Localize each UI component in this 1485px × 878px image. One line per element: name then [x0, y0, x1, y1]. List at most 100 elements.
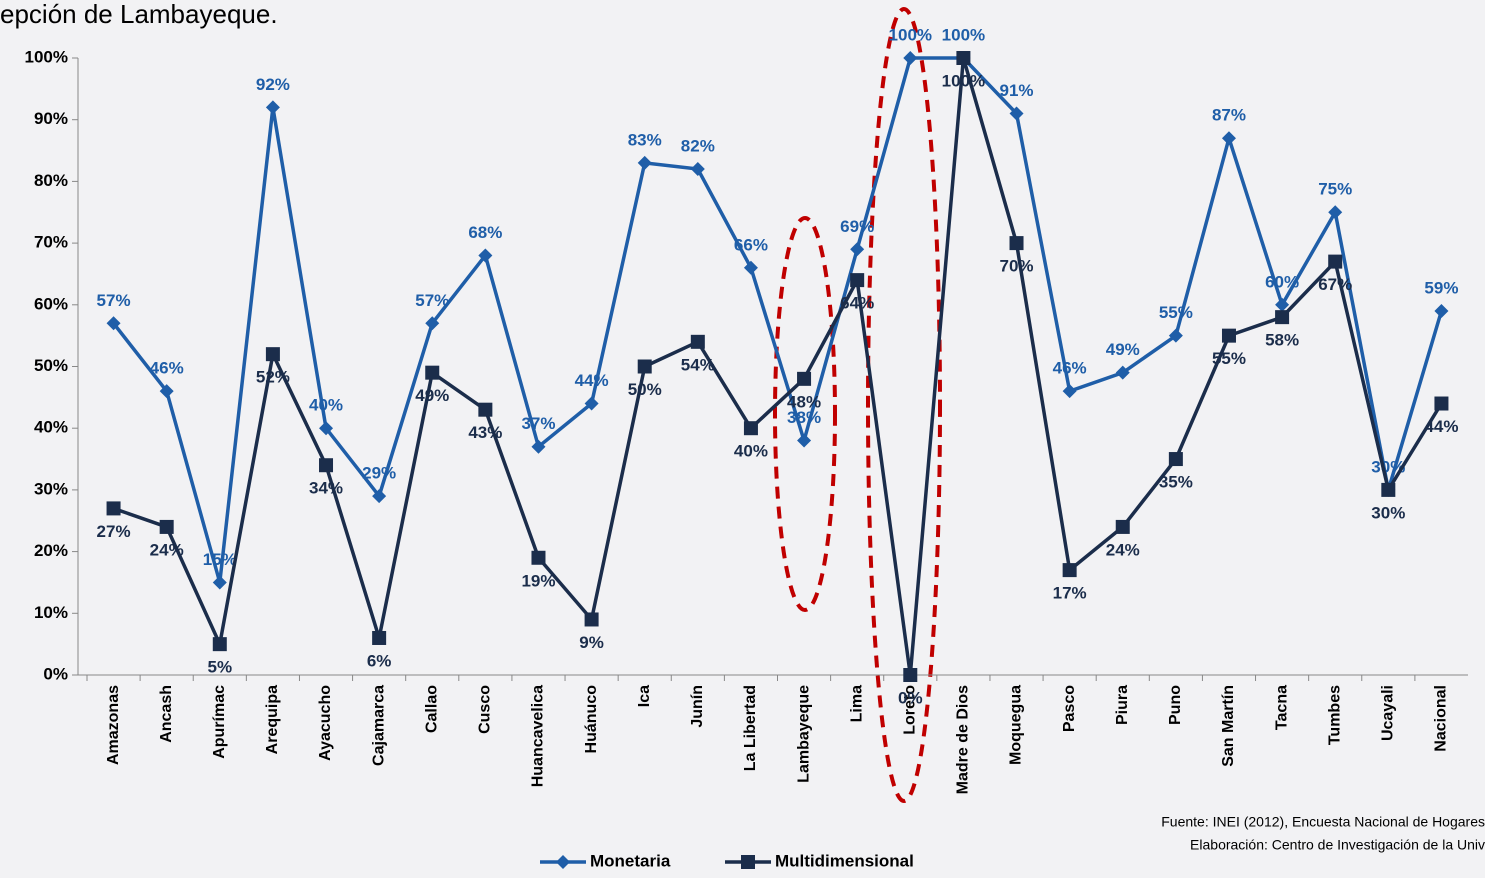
x-tick-label: Huancavelica: [530, 685, 547, 787]
data-label: 35%: [1159, 473, 1193, 492]
data-label: 100%: [889, 25, 932, 44]
highlight: [773, 216, 837, 612]
data-label: 43%: [468, 423, 502, 442]
x-tick-label: Nacional: [1433, 685, 1450, 752]
data-label: 44%: [1424, 417, 1458, 436]
x-tick-label: Ancash: [158, 685, 175, 743]
marker: [212, 637, 227, 652]
data-label: 17%: [1053, 584, 1087, 603]
data-label: 64%: [840, 294, 874, 313]
data-label: 46%: [150, 359, 184, 378]
y-tick-label: 50%: [34, 356, 68, 375]
x-tick-label: Callao: [423, 685, 440, 733]
data-label: 67%: [1318, 275, 1352, 294]
data-label: 54%: [681, 355, 715, 374]
data-label: 0%: [898, 688, 923, 707]
marker: [212, 575, 227, 590]
source: Fuente: INEI (2012), Encuesta Nacional d…: [1161, 814, 1485, 830]
x-tick-label: Tacna: [1273, 685, 1290, 730]
marker: [903, 668, 918, 682]
y-tick-label: 70%: [34, 233, 68, 252]
legend-label: Multidimensional: [775, 851, 914, 870]
x-tick-label: Cajamarca: [370, 685, 387, 766]
y-tick-label: 30%: [34, 479, 68, 498]
marker: [690, 162, 705, 177]
data-label: 30%: [1371, 503, 1405, 522]
series-line: [112, 57, 1443, 676]
data-label: 40%: [309, 396, 343, 415]
marker: [372, 630, 387, 645]
x-tick-label: Amazonas: [105, 685, 122, 765]
data-label: 100%: [942, 71, 985, 90]
x-tick-label: Pasco: [1061, 685, 1078, 732]
data-label: 34%: [309, 479, 343, 498]
data-label: 60%: [1265, 272, 1299, 291]
x-tick-label: Tumbes: [1326, 685, 1343, 745]
legend-label: Monetaria: [590, 851, 671, 870]
marker: [1168, 328, 1183, 343]
marker: [1115, 519, 1130, 534]
marker: [1115, 365, 1130, 380]
marker: [1009, 236, 1024, 251]
marker: [425, 316, 440, 331]
marker: [1328, 205, 1343, 220]
series-line: [112, 56, 1444, 583]
marker: [1381, 482, 1396, 497]
x-tick-label: Loreto: [902, 685, 919, 735]
marker: [425, 365, 440, 380]
data-label: 49%: [1106, 340, 1140, 359]
data-label: 58%: [1265, 331, 1299, 350]
y-tick-label: 90%: [34, 109, 68, 128]
marker: [956, 51, 971, 65]
source: Elaboración: Centro de Investigación de …: [1190, 837, 1485, 853]
x-tick-label: Cusco: [477, 685, 494, 734]
marker: [319, 421, 334, 436]
data-label: 69%: [840, 217, 874, 236]
marker: [106, 501, 121, 516]
marker: [265, 347, 280, 362]
data-label: 29%: [362, 464, 396, 483]
marker: [743, 421, 758, 436]
marker: [637, 155, 652, 170]
x-tick-label: Apurímac: [211, 685, 228, 759]
marker: [1275, 297, 1290, 312]
marker: [531, 550, 546, 565]
data-label: 68%: [468, 223, 502, 242]
x-tick-label: Ucayali: [1380, 685, 1397, 741]
y-tick-label: 10%: [34, 603, 68, 622]
x-tick-label: Madre de Dios: [955, 685, 972, 794]
x-tick-label: San Martín: [1220, 685, 1237, 767]
data-label: 19%: [521, 571, 555, 590]
marker: [850, 242, 865, 257]
chart-title: epción de Lambayeque.: [0, 0, 278, 29]
data-label: 48%: [787, 392, 821, 411]
x-tick-label: Arequipa: [264, 685, 281, 754]
data-label: 87%: [1212, 106, 1246, 125]
x-tick-label: Piura: [1114, 685, 1131, 725]
data-label: 92%: [256, 75, 290, 94]
marker: [265, 100, 280, 115]
x-tick-label: La Libertad: [742, 685, 759, 771]
data-label: 49%: [415, 386, 449, 405]
y-tick-label: 20%: [34, 541, 68, 560]
data-label: 15%: [203, 550, 237, 569]
x-tick-label: Ayacucho: [317, 685, 334, 761]
data-label: 52%: [256, 368, 290, 387]
marker: [850, 273, 865, 288]
marker: [797, 433, 812, 448]
data-label: 40%: [734, 442, 768, 461]
data-label: 82%: [681, 137, 715, 156]
x-tick-label: Ica: [636, 685, 653, 707]
marker: [637, 359, 652, 374]
marker: [1009, 106, 1024, 121]
data-label: 91%: [1000, 81, 1034, 100]
marker: [1328, 254, 1343, 269]
marker: [1221, 328, 1236, 343]
legend-marker: [741, 855, 755, 869]
data-label: 27%: [97, 522, 131, 541]
marker: [478, 402, 493, 417]
x-tick-label: Moquegua: [1008, 685, 1025, 765]
highlight: [866, 7, 942, 803]
y-tick-label: 0%: [43, 664, 68, 683]
